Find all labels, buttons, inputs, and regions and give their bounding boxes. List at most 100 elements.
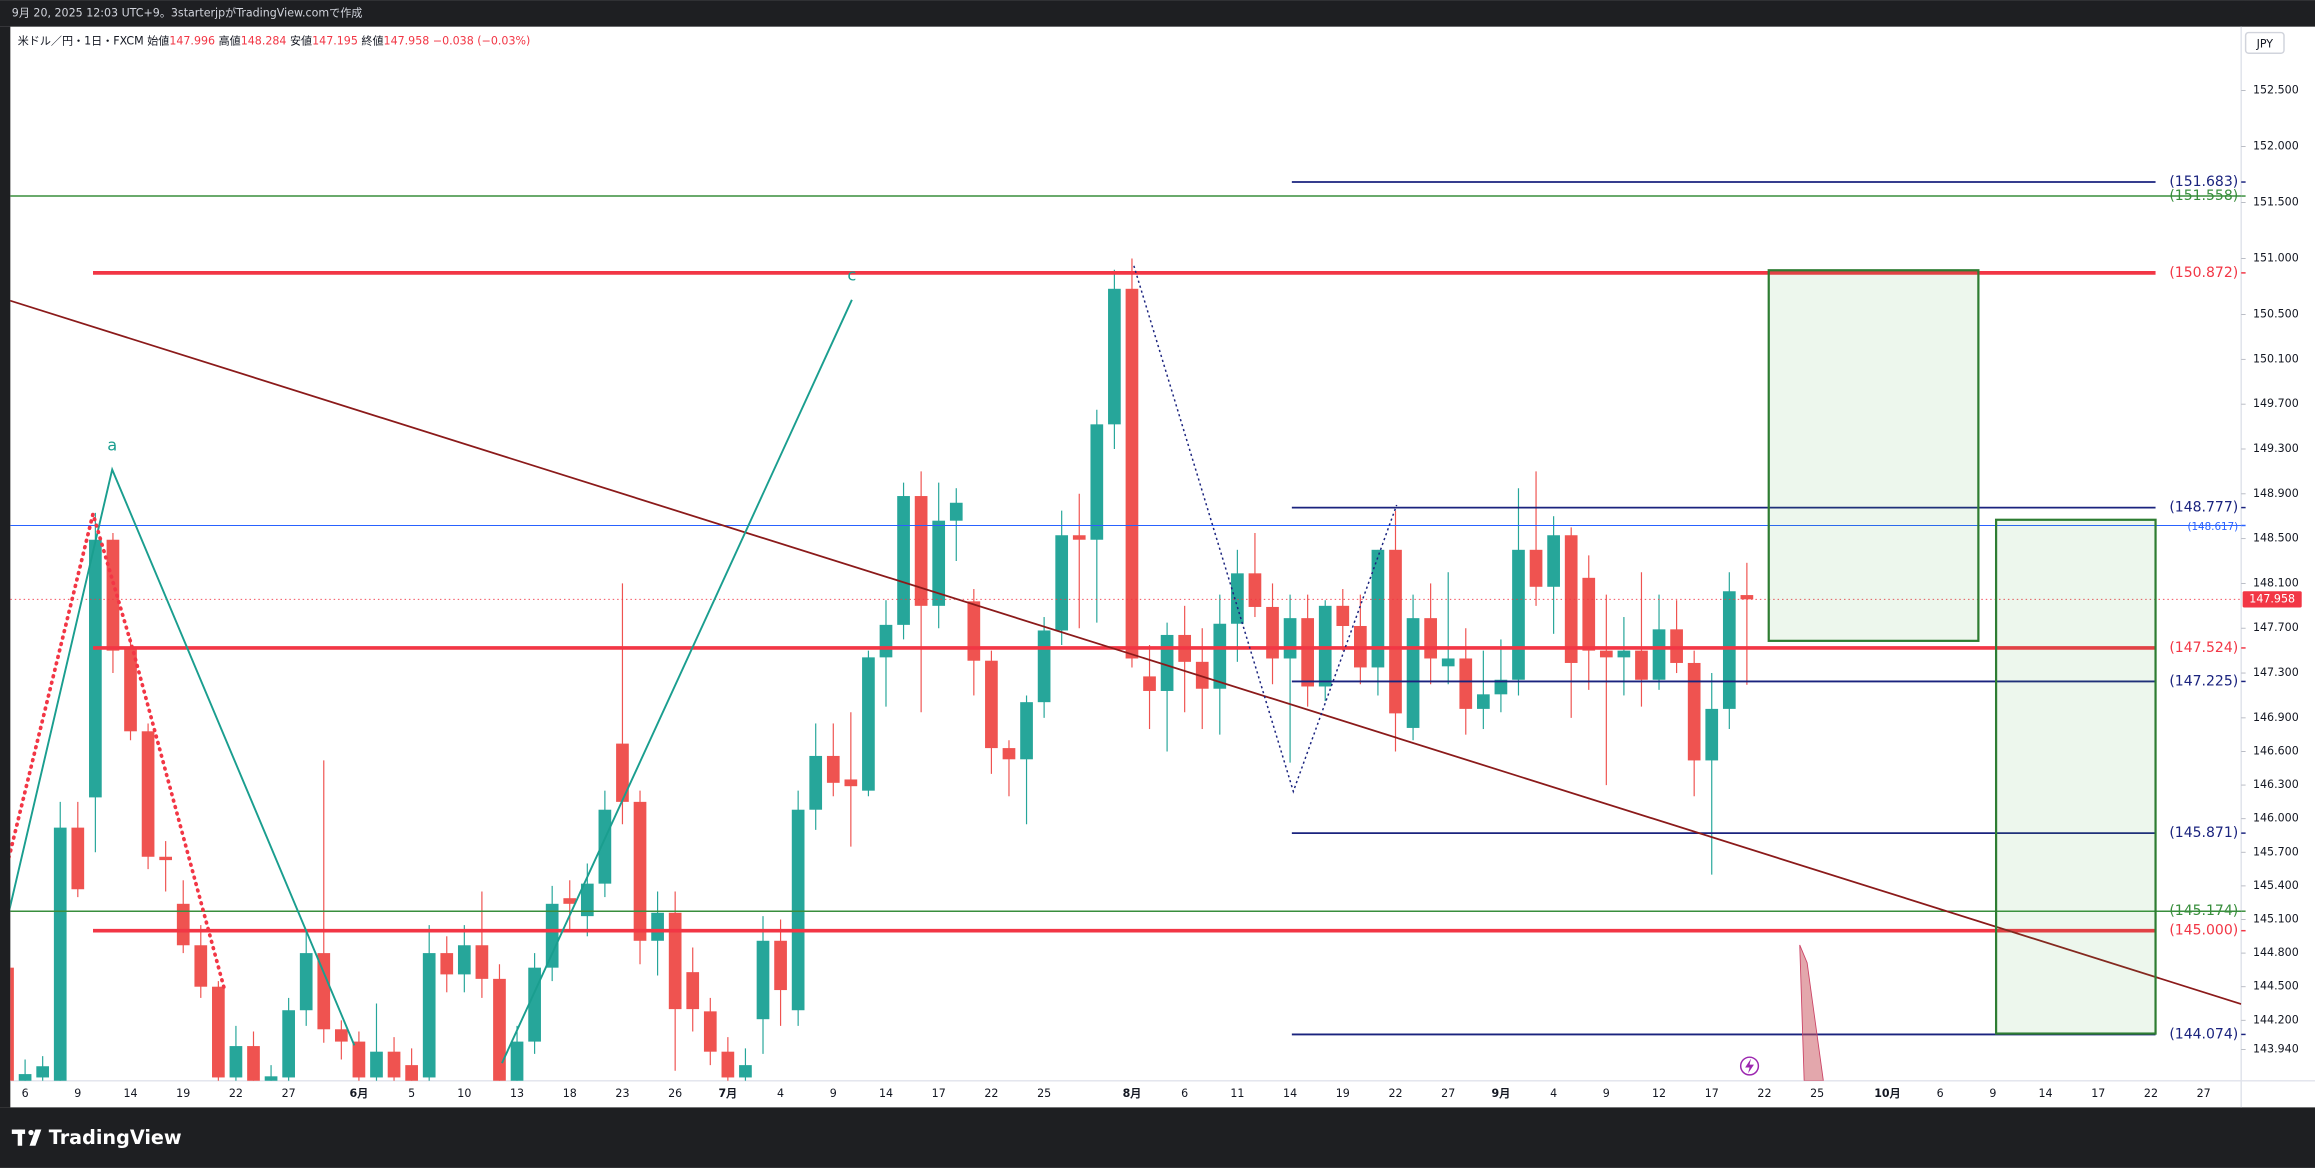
x-tick-label: 17	[2091, 1087, 2105, 1100]
candle-body	[1248, 573, 1262, 607]
level-label: (148.777)	[2169, 500, 2238, 516]
candle-body	[1722, 591, 1736, 709]
candle-body	[1371, 549, 1385, 668]
wave-label: a	[107, 435, 117, 454]
candle-body	[1687, 662, 1701, 761]
top-bar	[0, 0, 2315, 27]
level-label: (144.074)	[2169, 1026, 2238, 1042]
candle-body	[1441, 658, 1455, 667]
zone-box	[1767, 269, 1980, 642]
unit-box	[2244, 31, 2285, 54]
x-tick-label: 22	[2144, 1087, 2158, 1100]
y-tick-label: 144.800	[2253, 946, 2299, 959]
candle-body	[405, 1065, 418, 1081]
x-tick-label: 27	[2197, 1087, 2211, 1100]
x-tick-label: 12	[1652, 1087, 1666, 1100]
candle-body	[422, 953, 436, 1078]
dotted-path	[10, 506, 227, 992]
candle-body	[756, 940, 770, 1020]
candle-body	[18, 1074, 32, 1081]
candle-body	[89, 539, 102, 798]
candle-body	[1283, 618, 1297, 659]
x-tick-label: 9月	[1492, 1087, 1511, 1100]
zone-box	[1994, 518, 2157, 1035]
candle-body	[1301, 618, 1314, 687]
candle-body	[563, 898, 577, 904]
y-tick-label: 144.200	[2253, 1013, 2299, 1026]
level-label: (145.871)	[2169, 825, 2238, 841]
y-tick-label: 144.500	[2253, 980, 2299, 993]
brand-logo	[11, 1129, 42, 1146]
y-tick-label: 146.300	[2253, 778, 2299, 791]
x-tick-label: 26	[668, 1087, 682, 1100]
candle-body	[457, 945, 471, 975]
x-tick-label: 6	[1181, 1087, 1188, 1100]
candle-body	[914, 496, 928, 606]
candle-body	[1512, 549, 1525, 680]
y-tick-label: 146.600	[2253, 744, 2299, 757]
event-icon-bolt	[1745, 1058, 1754, 1074]
x-tick-label: 14	[2039, 1087, 2053, 1100]
candle-body	[826, 755, 840, 783]
x-tick-label: 17	[932, 1087, 946, 1100]
level-label: (150.872)	[2169, 265, 2238, 281]
x-tick-label: 22	[1757, 1087, 1771, 1100]
wave-line	[10, 466, 356, 1046]
candle-body	[932, 520, 946, 606]
y-tick-label: 148.100	[2253, 576, 2299, 589]
candle-body	[440, 953, 454, 975]
drawings: a c	[10, 265, 2242, 1081]
legend-label: 高値	[219, 33, 241, 47]
x-tick-label: 10月	[1874, 1087, 1900, 1100]
candle-body	[317, 953, 331, 1030]
candle-body	[1635, 650, 1648, 680]
trend-line	[10, 299, 2242, 1005]
y-tick-label: 146.900	[2253, 711, 2299, 724]
candle-body	[598, 809, 612, 884]
candle-body	[580, 883, 594, 917]
x-tick-label: 8月	[1123, 1087, 1142, 1100]
legend-label: 安値	[290, 33, 312, 47]
candle-body	[352, 1041, 366, 1078]
candle-body	[387, 1051, 401, 1078]
legend-value: 148.284	[241, 34, 287, 47]
candle-body	[528, 967, 541, 1042]
candle-body	[1547, 535, 1560, 587]
y-tick-label: 149.300	[2253, 442, 2299, 455]
candle-body	[176, 903, 190, 946]
candle-body	[1072, 535, 1086, 540]
candle-body	[985, 660, 998, 749]
y-tick-label: 151.000	[2253, 252, 2299, 265]
brand: TradingView	[49, 1126, 182, 1149]
candle-body	[1213, 623, 1227, 689]
y-tick-label: 145.100	[2253, 912, 2299, 925]
x-tick-label: 25	[1037, 1087, 1051, 1100]
legend-value: 147.958	[384, 34, 430, 47]
y-tick-label: 146.000	[2253, 812, 2299, 825]
x-tick-label: 4	[1550, 1087, 1557, 1100]
candle-body	[124, 648, 137, 732]
y-tick-label: 152.500	[2253, 84, 2299, 97]
legend-value: 147.996	[169, 34, 215, 47]
candle-body	[1424, 618, 1437, 659]
wave-label: c	[847, 266, 856, 285]
candle-body	[949, 502, 963, 521]
candle-body	[809, 755, 823, 810]
x-tick-label: 6	[1937, 1087, 1944, 1100]
wave-line	[501, 299, 853, 1064]
x-tick-label: 6	[22, 1087, 29, 1100]
y-tick-label: 149.700	[2253, 397, 2299, 410]
candle-body	[1055, 535, 1069, 631]
candle-body	[510, 1041, 524, 1081]
x-tick-label: 22	[229, 1087, 243, 1100]
level-label: (151.558)	[2169, 188, 2238, 204]
change: −0.038	[433, 34, 474, 47]
candle-body	[264, 1076, 278, 1081]
x-tick-label: 9	[830, 1087, 837, 1100]
legend-label: 始値	[147, 33, 169, 47]
x-tick-label: 9	[1989, 1087, 1996, 1100]
candle-body	[1020, 702, 1033, 760]
candle-body	[774, 940, 787, 991]
